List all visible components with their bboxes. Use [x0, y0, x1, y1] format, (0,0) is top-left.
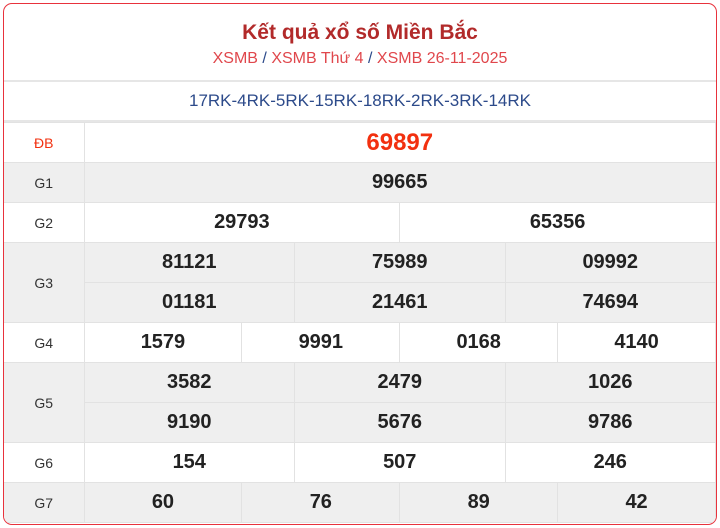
breadcrumb-xsmb-date[interactable]: XSMB 26-11-2025: [376, 50, 508, 67]
prize-g3: 21461: [294, 282, 506, 323]
prize-g5: 9786: [504, 402, 716, 443]
label-g6: G6: [4, 442, 85, 483]
prize-g7: 76: [241, 482, 401, 523]
prize-g3: 81121: [83, 242, 295, 283]
prize-g2: 65356: [399, 202, 716, 243]
prize-g6: 154: [83, 442, 295, 483]
prize-g4: 0168: [399, 322, 559, 363]
prize-g7: 89: [399, 482, 559, 523]
results-table: ĐB 69897 G1 99665 G2 29793 65356 G3 81121 7598…: [4, 122, 716, 523]
special-codes: 17RK-4RK-5RK-15RK-18RK-2RK-3RK-14RK: [4, 82, 716, 122]
row-g3: 01181 21461 74694: [4, 282, 716, 323]
prize-g5: 1026: [504, 362, 716, 403]
label-g5: G5: [4, 362, 85, 443]
breadcrumb: XSMB / XSMB Thứ 4 / XSMB 26-11-2025: [212, 50, 508, 67]
page-title: Kết quả xổ số Miền Bắc: [242, 21, 478, 44]
prize-g2: 29793: [83, 202, 401, 243]
prize-g3: 74694: [504, 282, 716, 323]
prize-g7: 42: [557, 482, 716, 523]
label-g4: G4: [4, 322, 85, 363]
prize-g5: 3582: [83, 362, 295, 403]
breadcrumb-xsmb-weekday[interactable]: XSMB Thứ 4: [271, 50, 364, 67]
prize-g4: 1579: [83, 322, 243, 363]
prize-g5: 2479: [294, 362, 506, 403]
prize-g5: 9190: [83, 402, 295, 443]
prize-g3: 01181: [83, 282, 295, 323]
prize-g1: 99665: [83, 162, 716, 203]
row-g1: G1 99665: [4, 162, 716, 203]
prize-g5: 5676: [294, 402, 506, 443]
row-g4: G4 1579 9991 0168 4140: [4, 322, 716, 363]
prize-g6: 507: [294, 442, 506, 483]
results-card: Kết quả xổ số Miền Bắc XSMB / XSMB Thứ 4…: [3, 3, 717, 525]
row-g6: G6 154 507 246: [4, 442, 716, 483]
prize-g4: 4140: [557, 322, 716, 363]
prize-g3: 09992: [504, 242, 716, 283]
row-g2: G2 29793 65356: [4, 202, 716, 243]
label-g7: G7: [4, 482, 85, 523]
row-g3: G3 81121 75989 09992: [4, 242, 716, 323]
row-g5: 9190 5676 9786: [4, 402, 716, 443]
row-g5: G5 3582 2479 1026: [4, 362, 716, 443]
row-g7: G7 60 76 89 42: [4, 482, 716, 523]
prize-g3: 75989: [294, 242, 506, 283]
prize-g7: 60: [83, 482, 243, 523]
row-db: ĐB 69897: [4, 122, 716, 163]
label-db: ĐB: [4, 122, 85, 163]
prize-g4: 9991: [241, 322, 401, 363]
prize-g6: 246: [504, 442, 716, 483]
results-header: Kết quả xổ số Miền Bắc XSMB / XSMB Thứ 4…: [4, 4, 716, 82]
label-g2: G2: [4, 202, 85, 243]
prize-db: 69897: [83, 122, 716, 163]
label-g1: G1: [4, 162, 85, 203]
breadcrumb-xsmb[interactable]: XSMB: [212, 50, 258, 67]
label-g3: G3: [4, 242, 85, 323]
